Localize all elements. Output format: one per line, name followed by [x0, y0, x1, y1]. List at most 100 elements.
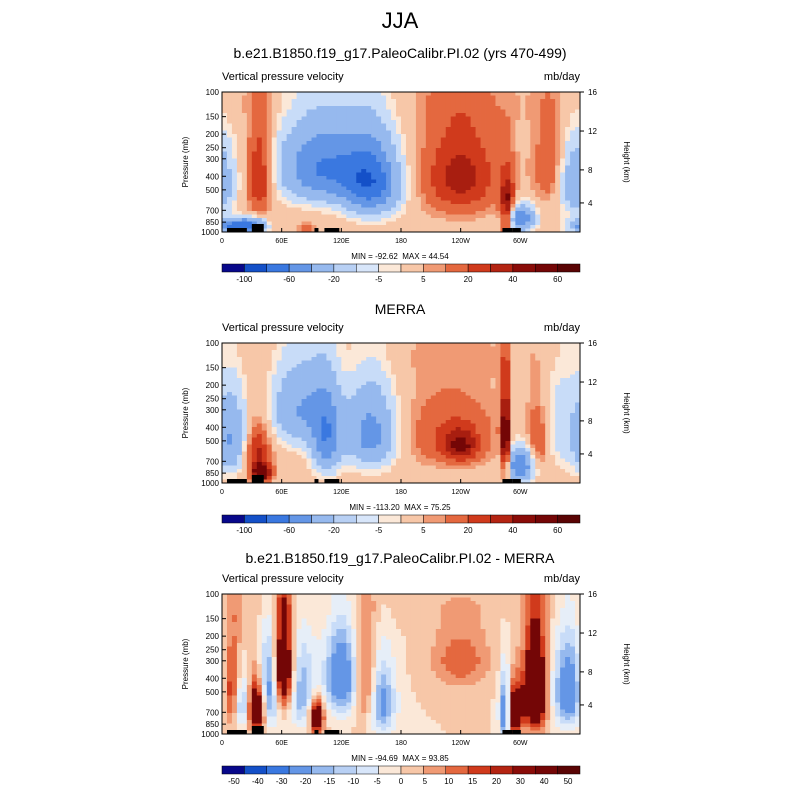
contour-cell [510, 406, 516, 410]
contour-cell [261, 99, 268, 103]
contour-cell [445, 228, 452, 233]
contour-cell [286, 343, 293, 347]
contour-cell [371, 102, 377, 107]
contour-cell [450, 225, 457, 229]
contour-cell [465, 430, 472, 435]
contour-cell [410, 165, 417, 170]
contour-cell [550, 430, 556, 435]
contour-cell [226, 151, 233, 156]
contour-cell [386, 420, 392, 424]
contour-cell [515, 179, 521, 184]
contour-cell [236, 371, 243, 375]
contour-cell [540, 392, 546, 396]
contour-cell [381, 413, 387, 417]
contour-cell [570, 169, 576, 173]
contour-cell [405, 381, 412, 386]
contour-cell [485, 193, 491, 198]
contour-cell [505, 162, 511, 166]
contour-cell [381, 130, 387, 135]
contour-cell [236, 123, 243, 128]
contour-cell [515, 357, 521, 361]
contour-cell [545, 437, 551, 442]
contour-cell [246, 197, 253, 201]
contour-cell [500, 225, 506, 229]
contour-cell [515, 162, 521, 166]
contour-cell [371, 141, 377, 145]
contour-cell [336, 95, 342, 100]
contour-cell [311, 123, 317, 128]
contour-cell [520, 116, 526, 121]
contour-cell [480, 413, 486, 417]
contour-cell [241, 413, 248, 417]
contour-cell [281, 225, 288, 229]
contour-cell [465, 183, 472, 187]
contour-cell [445, 162, 452, 166]
contour-cell [470, 200, 476, 205]
contour-cell [396, 116, 402, 121]
contour-cell [490, 367, 496, 372]
contour-cell [346, 141, 352, 145]
contour-cell [530, 144, 536, 149]
contour-cell [510, 374, 516, 379]
contour-cell [401, 392, 407, 396]
contour-cell [530, 120, 536, 124]
contour-cell [425, 434, 432, 438]
contour-cell [246, 378, 253, 382]
contour-cell [410, 134, 417, 138]
contour-cell [286, 423, 293, 428]
contour-cell [281, 350, 288, 354]
contour-cell [341, 148, 347, 152]
contour-cell [485, 158, 491, 163]
contour-cell [425, 427, 432, 431]
contour-cell [555, 399, 561, 403]
contour-cell [381, 364, 387, 368]
contour-cell [420, 109, 427, 114]
contour-cell [336, 92, 342, 96]
contour-cell [555, 430, 561, 435]
contour-cell [321, 434, 327, 438]
contour-cell [490, 172, 496, 177]
contour-cell [331, 378, 337, 382]
contour-cell [291, 381, 297, 386]
contour-cell [500, 430, 506, 435]
contour-cell [346, 406, 352, 410]
contour-cell [296, 399, 302, 403]
contour-cell [396, 155, 402, 159]
contour-cell [410, 204, 417, 208]
contour-cell [485, 179, 491, 184]
contour-cell [256, 367, 263, 372]
contour-cell [575, 364, 581, 368]
contour-cell [396, 381, 402, 386]
contour-cell [490, 221, 496, 226]
contour-cell [405, 225, 412, 229]
contour-cell [515, 346, 521, 351]
contour-cell [301, 179, 307, 184]
contour-cell [505, 197, 511, 201]
contour-cell [525, 381, 531, 386]
contour-cell [500, 385, 506, 389]
contour-cell [480, 395, 486, 400]
contour-cell [515, 186, 521, 191]
contour-cell [405, 102, 412, 107]
contour-cell [465, 200, 472, 205]
contour-cell [450, 151, 457, 156]
contour-cell [405, 127, 412, 131]
contour-cell [525, 385, 531, 389]
contour-cell [236, 106, 243, 110]
contour-cell [445, 193, 452, 198]
contour-cell [291, 148, 297, 152]
contour-cell [386, 214, 392, 219]
contour-cell [450, 99, 457, 103]
contour-cell [376, 350, 382, 354]
contour-cell [222, 176, 228, 180]
contour-cell [465, 169, 472, 173]
contour-cell [495, 95, 501, 100]
contour-cell [241, 116, 248, 121]
contour-cell [435, 193, 442, 198]
contour-cell [535, 127, 541, 131]
contour-cell [440, 127, 447, 131]
contour-cell [266, 346, 273, 351]
contour-cell [226, 374, 233, 379]
contour-cell [465, 343, 472, 347]
contour-cell [475, 346, 481, 351]
